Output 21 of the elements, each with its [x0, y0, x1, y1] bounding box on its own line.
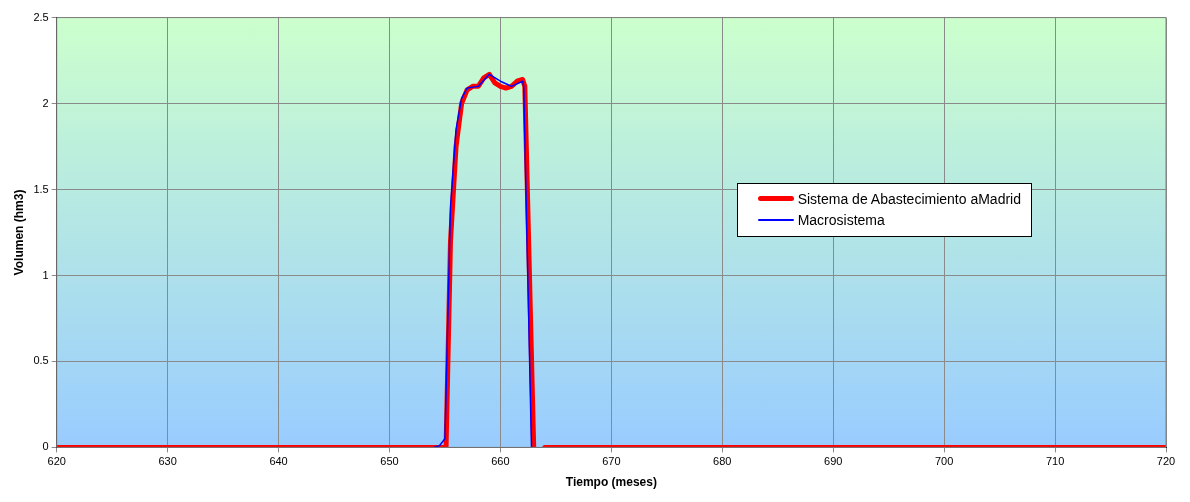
y-tick-label: 2 [42, 96, 49, 109]
x-tick-label: 720 [1156, 455, 1176, 468]
x-tick-label: 690 [824, 455, 843, 468]
y-axis-title: Volumen (hm3) [11, 189, 26, 276]
x-tick-label: 630 [158, 455, 177, 468]
x-tick-label: 670 [602, 455, 621, 468]
x-tick-label: 680 [713, 455, 732, 468]
x-tick-label: 650 [380, 455, 399, 468]
x-tick-label: 640 [269, 455, 288, 468]
legend-label: Macrosistema [797, 211, 885, 228]
y-tick-label: 0.5 [33, 354, 49, 367]
x-tick-label: 710 [1045, 455, 1065, 468]
x-axis-title: Tiempo (meses) [565, 475, 657, 490]
y-tick-label: 1 [42, 268, 49, 281]
x-tick-label: 620 [47, 455, 66, 468]
y-tick-label: 0 [42, 440, 49, 453]
x-tick-label: 700 [934, 455, 954, 468]
y-tick-label: 2.5 [33, 10, 49, 23]
y-tick-label: 1.5 [33, 182, 49, 195]
x-tick-label: 660 [491, 455, 510, 468]
legend-label: Sistema de Abastecimiento aMadrid [797, 190, 1021, 207]
